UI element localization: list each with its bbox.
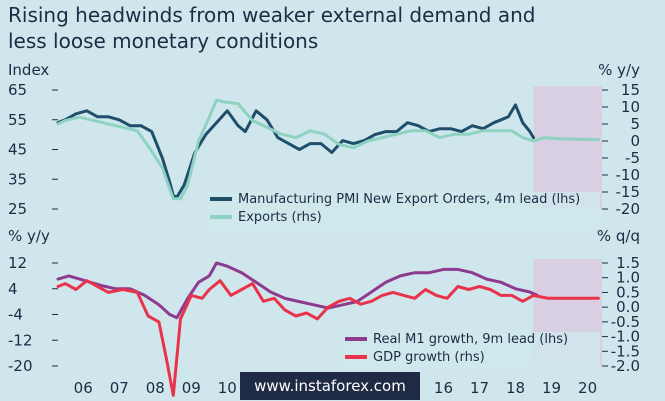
chart-title-line-2: less loose monetary conditions	[8, 29, 319, 53]
left-tick-label-bottom: -20	[8, 357, 33, 375]
right-tick-label-top: 0	[630, 132, 640, 150]
left-tick-label-top: 25	[8, 200, 27, 218]
legend-background-bottom	[340, 332, 600, 368]
x-tick-label: 08	[146, 379, 165, 397]
legend-label-pmi: Manufacturing PMI New Export Orders, 4m …	[238, 192, 580, 207]
series-line-pmi	[56, 103, 535, 199]
left-tick-label-top: 45	[8, 141, 27, 159]
left-tick-label-bottom: 4	[8, 280, 18, 298]
left-axis-title-top: Index	[8, 61, 49, 79]
x-tick-label: 17	[470, 379, 489, 397]
forecast-shade-top	[533, 86, 602, 209]
legend-background-top	[205, 192, 600, 230]
right-tick-label-top: 15	[621, 81, 640, 99]
x-tick-label: 20	[578, 379, 597, 397]
right-tick-label-top: -5	[625, 149, 640, 167]
right-tick-label-bottom: -0.5	[611, 313, 640, 331]
left-tick-label-bottom: -12	[8, 331, 33, 349]
left-axis-title-bottom: % y/y	[8, 227, 50, 245]
x-tick-label: 09	[182, 379, 201, 397]
x-tick-label: 18	[506, 379, 525, 397]
right-tick-label-bottom: 0.5	[616, 283, 640, 301]
left-tick-label-top: 35	[8, 170, 27, 188]
x-tick-label: 19	[542, 379, 561, 397]
right-tick-label-top: -10	[616, 166, 641, 184]
legend-label-exports: Exports (rhs)	[238, 210, 322, 225]
watermark: www.instaforex.com	[240, 372, 420, 400]
left-tick-label-top: 55	[8, 111, 27, 129]
right-tick-label-bottom: -1.0	[611, 328, 640, 346]
series-line-gdp	[56, 279, 600, 397]
x-tick-label: 06	[74, 379, 93, 397]
right-tick-label-top: -20	[616, 200, 641, 218]
series-line-exports	[56, 98, 600, 201]
right-tick-label-bottom: 1.0	[616, 269, 640, 287]
legend-label-gdp: GDP growth (rhs)	[373, 350, 485, 365]
left-tick-label-bottom: 12	[8, 254, 27, 272]
chart-title: Rising headwinds from weaker external de…	[8, 2, 648, 54]
series-line-m1	[56, 261, 539, 320]
right-axis-title-bottom: % q/q	[597, 227, 640, 245]
right-tick-label-bottom: 1.5	[616, 254, 640, 272]
x-tick-label: 10	[218, 379, 237, 397]
x-tick-label: 16	[434, 379, 453, 397]
left-tick-label-top: 65	[8, 81, 27, 99]
right-tick-label-top: 10	[621, 98, 640, 116]
bottom-panel: % y/y% q/q124-4-12-201.51.00.50.0-0.5-1.…	[8, 227, 640, 397]
chart-title-line-1: Rising headwinds from weaker external de…	[8, 3, 536, 27]
left-tick-label-bottom: -4	[8, 306, 23, 324]
right-tick-label-bottom: -2.0	[611, 357, 640, 375]
right-tick-label-bottom: -1.5	[611, 342, 640, 360]
legend-label-m1: Real M1 growth, 9m lead (lhs)	[373, 332, 568, 347]
right-tick-label-top: 5	[630, 115, 640, 133]
x-tick-label: 07	[110, 379, 129, 397]
right-tick-label-top: -15	[616, 183, 641, 201]
right-tick-label-bottom: 0.0	[616, 298, 640, 316]
right-axis-title-top: % y/y	[598, 61, 640, 79]
